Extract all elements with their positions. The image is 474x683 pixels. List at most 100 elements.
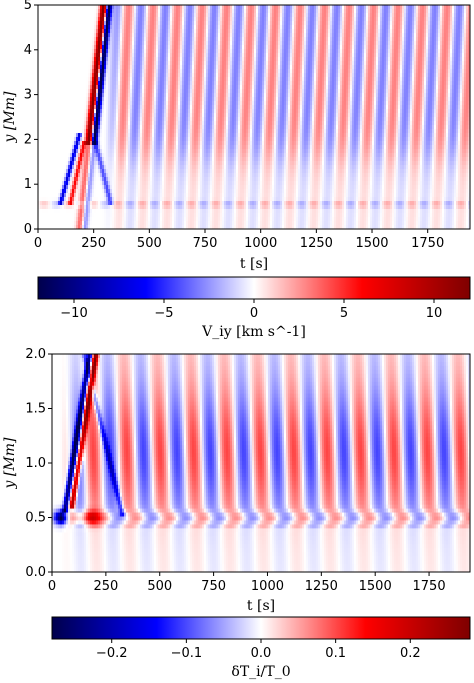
heatmap-cell (144, 205, 147, 210)
heatmap-cell (148, 85, 151, 90)
heatmap-cell (88, 177, 91, 182)
heatmap-cell (164, 185, 167, 190)
heatmap-cell (44, 117, 47, 122)
heatmap-cell (40, 89, 43, 94)
heatmap-cell (94, 117, 97, 122)
heatmap-cell (132, 149, 135, 154)
heatmap-cell (42, 65, 45, 70)
heatmap-cell (88, 81, 91, 86)
heatmap-cell (108, 197, 111, 202)
heatmap-cell (52, 189, 55, 194)
heatmap-cell (96, 45, 99, 50)
heatmap-cell (116, 77, 119, 82)
heatmap-cell (148, 69, 151, 74)
heatmap-cell (182, 141, 185, 146)
heatmap-cell (62, 85, 65, 90)
heatmap-cell (64, 149, 67, 154)
heatmap-cell (98, 213, 101, 218)
heatmap-cell (176, 225, 179, 230)
heatmap-cell (84, 149, 87, 154)
heatmap-cell (58, 101, 61, 106)
heatmap-cell (90, 89, 93, 94)
heatmap-cell (120, 181, 123, 186)
heatmap-cell (182, 173, 185, 178)
heatmap-cell (138, 49, 141, 54)
heatmap-cell (166, 89, 169, 94)
heatmap-cell (146, 113, 149, 118)
heatmap-cell (130, 33, 133, 38)
heatmap-cell (174, 197, 177, 202)
heatmap-cell (100, 9, 103, 14)
heatmap-cell (184, 73, 187, 78)
heatmap-cell (138, 197, 141, 202)
heatmap-cell (154, 185, 157, 190)
heatmap-cell (50, 93, 53, 98)
heatmap-cell (94, 57, 97, 62)
heatmap-cell (52, 145, 55, 150)
heatmap-cell (120, 113, 123, 118)
heatmap-cell (48, 29, 51, 34)
heatmap-cell (66, 101, 69, 106)
heatmap-cell (150, 69, 153, 74)
heatmap-cell (180, 93, 183, 98)
heatmap-cell (156, 69, 159, 74)
heatmap-cell (126, 201, 129, 206)
heatmap-cell (140, 173, 143, 178)
heatmap-cell (114, 53, 117, 58)
heatmap-cell (88, 17, 91, 22)
heatmap-cell (112, 173, 115, 178)
heatmap-cell (102, 201, 105, 206)
heatmap-cell (52, 45, 55, 50)
heatmap-cell (100, 129, 103, 134)
heatmap-cell (136, 37, 139, 42)
heatmap-cell (76, 73, 79, 78)
heatmap-cell (184, 117, 187, 122)
heatmap-cell (68, 57, 71, 62)
heatmap-cell (80, 161, 83, 166)
heatmap-cell (152, 221, 155, 226)
heatmap-cell (98, 153, 101, 158)
heatmap-cell (98, 117, 101, 122)
heatmap-cell (152, 133, 155, 138)
heatmap-cell (180, 205, 183, 210)
heatmap-cell (180, 21, 183, 26)
heatmap-cell (38, 97, 41, 102)
heatmap-cell (60, 217, 63, 222)
heatmap-cell (96, 185, 99, 190)
heatmap-cell (128, 41, 131, 46)
heatmap-cell (154, 17, 157, 22)
heatmap-cell (164, 201, 167, 206)
heatmap-cell (140, 197, 143, 202)
heatmap-cell (56, 173, 59, 178)
heatmap-cell (84, 53, 87, 58)
heatmap-cell (54, 33, 57, 38)
heatmap-cell (94, 69, 97, 74)
heatmap-cell (140, 101, 143, 106)
heatmap-cell (176, 141, 179, 146)
heatmap-cell (66, 145, 69, 150)
heatmap-cell (124, 177, 127, 182)
heatmap-cell (112, 13, 115, 18)
heatmap-cell (50, 97, 53, 102)
heatmap-cell (88, 173, 91, 178)
heatmap-cell (170, 157, 173, 162)
heatmap-cell (124, 5, 127, 10)
heatmap-cell (164, 113, 167, 118)
heatmap-cell (170, 25, 173, 30)
heatmap-cell (84, 121, 87, 126)
heatmap-cell (88, 9, 91, 14)
heatmap-cell (44, 81, 47, 86)
heatmap-cell (172, 49, 175, 54)
heatmap-cell (174, 57, 177, 62)
heatmap-cell (82, 209, 85, 214)
heatmap-cell (68, 85, 71, 90)
heatmap-cell (90, 113, 93, 118)
heatmap-cell (118, 41, 121, 46)
heatmap-cell (100, 21, 103, 26)
heatmap-cell (74, 133, 77, 138)
heatmap-cell (184, 69, 187, 74)
heatmap-cell (50, 121, 53, 126)
heatmap-cell (126, 225, 129, 230)
heatmap-cell (78, 65, 81, 70)
heatmap-cell (130, 197, 133, 202)
